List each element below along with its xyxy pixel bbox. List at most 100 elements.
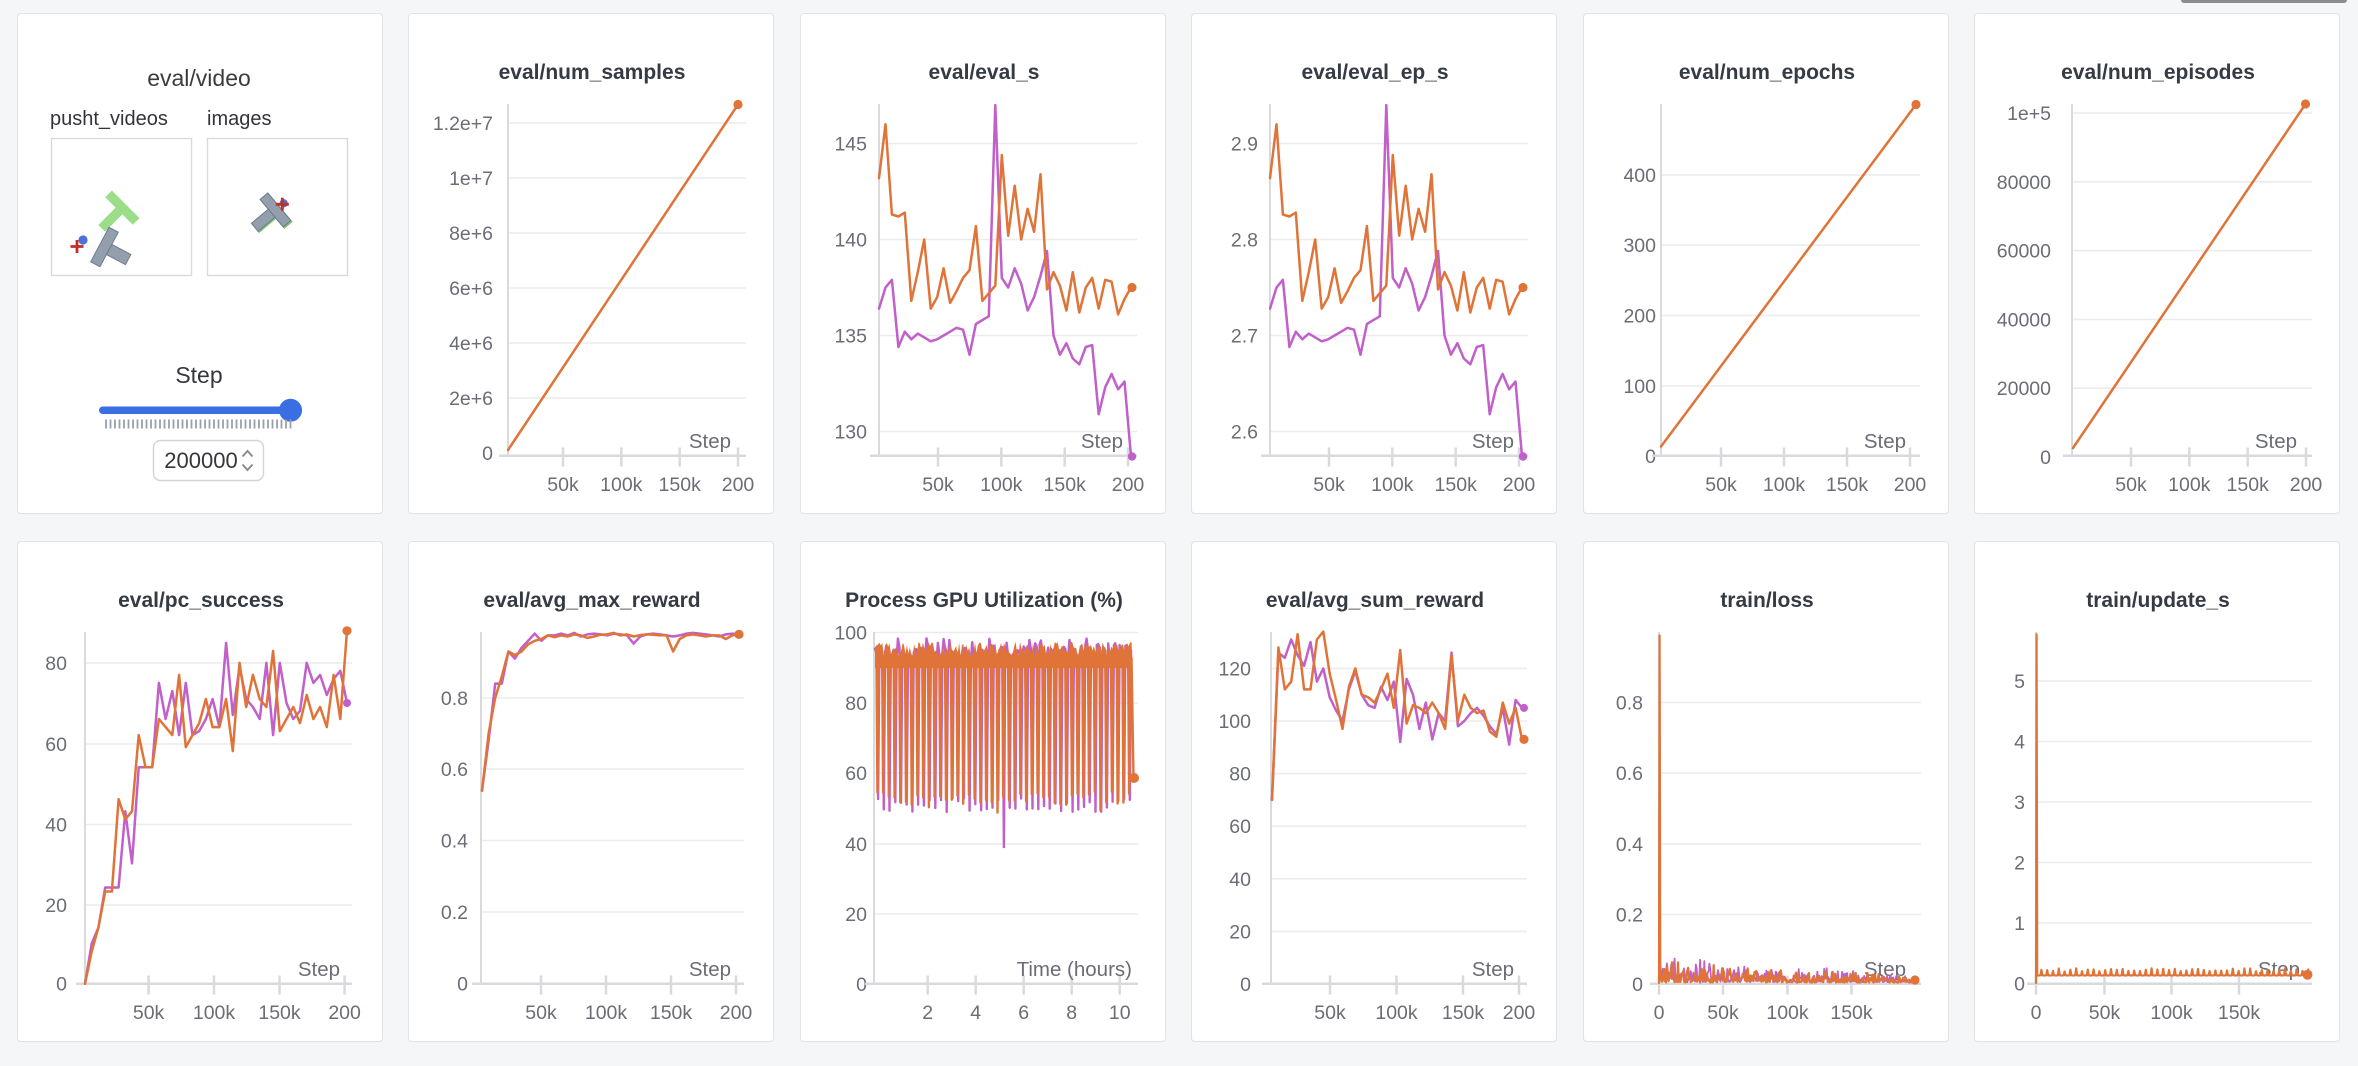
- svg-text:400: 400: [1623, 165, 1656, 187]
- svg-text:0: 0: [2040, 447, 2051, 469]
- svg-text:1e+7: 1e+7: [449, 168, 493, 190]
- svg-text:eval/num_epochs: eval/num_epochs: [1679, 61, 1855, 84]
- svg-text:135: 135: [834, 326, 867, 348]
- svg-text:100k: 100k: [1375, 1002, 1418, 1024]
- svg-text:0: 0: [457, 974, 468, 996]
- svg-text:4: 4: [970, 1002, 981, 1024]
- svg-text:eval/avg_sum_reward: eval/avg_sum_reward: [1266, 589, 1484, 612]
- svg-text:200: 200: [720, 1002, 753, 1024]
- svg-text:eval/num_episodes: eval/num_episodes: [2061, 61, 2255, 84]
- svg-text:100k: 100k: [2168, 474, 2211, 496]
- svg-text:2.8: 2.8: [1231, 230, 1258, 252]
- svg-text:Step: Step: [298, 958, 340, 981]
- svg-text:150k: 150k: [1442, 1002, 1485, 1024]
- svg-text:200: 200: [1503, 1002, 1536, 1024]
- svg-text:200: 200: [1894, 474, 1927, 496]
- svg-text:0: 0: [1645, 446, 1656, 468]
- svg-text:100k: 100k: [1371, 474, 1414, 496]
- svg-text:150k: 150k: [2218, 1002, 2261, 1024]
- svg-text:2: 2: [922, 1002, 933, 1024]
- svg-text:8e+6: 8e+6: [449, 223, 493, 245]
- svg-text:40000: 40000: [1997, 309, 2051, 331]
- svg-text:200: 200: [1112, 474, 1145, 496]
- svg-text:200000: 200000: [164, 448, 237, 473]
- svg-text:200: 200: [1623, 306, 1656, 328]
- svg-text:train/update_s: train/update_s: [2086, 589, 2230, 612]
- svg-text:1.2e+7: 1.2e+7: [433, 113, 493, 135]
- svg-text:0.4: 0.4: [1616, 834, 1643, 856]
- svg-text:150k: 150k: [258, 1002, 301, 1024]
- svg-text:150k: 150k: [659, 474, 702, 496]
- svg-text:50k: 50k: [133, 1002, 165, 1024]
- svg-text:100k: 100k: [585, 1002, 628, 1024]
- svg-text:0: 0: [1654, 1002, 1665, 1024]
- svg-text:200: 200: [328, 1002, 361, 1024]
- svg-text:eval/avg_max_reward: eval/avg_max_reward: [483, 589, 700, 612]
- svg-text:0.2: 0.2: [1616, 905, 1643, 927]
- svg-text:Process GPU Utilization (%): Process GPU Utilization (%): [845, 589, 1123, 612]
- svg-text:300: 300: [1623, 235, 1656, 257]
- svg-text:145: 145: [834, 134, 867, 156]
- svg-text:3: 3: [2014, 792, 2025, 814]
- svg-text:0: 0: [482, 443, 493, 465]
- svg-text:40: 40: [1229, 869, 1251, 891]
- svg-text:150k: 150k: [1044, 474, 1087, 496]
- svg-text:80: 80: [45, 653, 67, 675]
- svg-text:150k: 150k: [1830, 1002, 1873, 1024]
- svg-text:eval/num_samples: eval/num_samples: [499, 61, 686, 84]
- svg-text:2: 2: [2014, 853, 2025, 875]
- svg-text:train/loss: train/loss: [1720, 589, 1813, 612]
- svg-text:100k: 100k: [193, 1002, 236, 1024]
- svg-text:120: 120: [1218, 658, 1251, 680]
- svg-text:Step: Step: [1472, 958, 1514, 981]
- svg-text:140: 140: [834, 230, 867, 252]
- svg-text:Step: Step: [1472, 430, 1514, 453]
- svg-text:0.8: 0.8: [1616, 693, 1643, 715]
- svg-text:Time (hours): Time (hours): [1017, 958, 1132, 981]
- svg-text:50k: 50k: [922, 474, 954, 496]
- svg-text:200: 200: [722, 474, 755, 496]
- svg-text:10: 10: [1109, 1002, 1131, 1024]
- svg-text:eval/eval_s: eval/eval_s: [929, 61, 1040, 84]
- svg-text:Step: Step: [1081, 430, 1123, 453]
- svg-text:4: 4: [2014, 732, 2025, 754]
- svg-text:0.8: 0.8: [441, 688, 468, 710]
- svg-text:40: 40: [845, 834, 867, 856]
- svg-text:eval/eval_ep_s: eval/eval_ep_s: [1301, 61, 1448, 84]
- svg-text:Step: Step: [2255, 430, 2297, 453]
- svg-text:0: 0: [856, 974, 867, 996]
- svg-text:200: 200: [2290, 474, 2323, 496]
- svg-text:100: 100: [1218, 711, 1251, 733]
- svg-text:0: 0: [56, 974, 67, 996]
- svg-text:50k: 50k: [547, 474, 579, 496]
- svg-text:50k: 50k: [2089, 1002, 2121, 1024]
- svg-text:20: 20: [845, 904, 867, 926]
- svg-text:0.6: 0.6: [441, 759, 468, 781]
- svg-text:0.6: 0.6: [1616, 763, 1643, 785]
- svg-text:80000: 80000: [1997, 172, 2051, 194]
- svg-text:eval/video: eval/video: [147, 65, 251, 91]
- svg-text:100: 100: [834, 623, 867, 645]
- svg-text:80: 80: [845, 693, 867, 715]
- svg-text:1: 1: [2014, 913, 2025, 935]
- svg-text:20000: 20000: [1997, 378, 2051, 400]
- svg-text:Step: Step: [1864, 430, 1906, 453]
- svg-text:50k: 50k: [1705, 474, 1737, 496]
- svg-text:0.2: 0.2: [441, 902, 468, 924]
- svg-text:60: 60: [845, 763, 867, 785]
- svg-text:images: images: [207, 108, 271, 130]
- svg-text:50k: 50k: [525, 1002, 557, 1024]
- svg-text:130: 130: [834, 422, 867, 444]
- svg-text:100k: 100k: [1763, 474, 1806, 496]
- svg-text:Step: Step: [689, 958, 731, 981]
- svg-text:60: 60: [45, 734, 67, 756]
- svg-text:100: 100: [1623, 376, 1656, 398]
- svg-text:60: 60: [1229, 816, 1251, 838]
- svg-text:50k: 50k: [1707, 1002, 1739, 1024]
- svg-text:200: 200: [1503, 474, 1536, 496]
- svg-text:80: 80: [1229, 764, 1251, 786]
- svg-text:1e+5: 1e+5: [2007, 103, 2051, 125]
- svg-text:8: 8: [1066, 1002, 1077, 1024]
- svg-text:150k: 150k: [1826, 474, 1869, 496]
- svg-text:50k: 50k: [2115, 474, 2147, 496]
